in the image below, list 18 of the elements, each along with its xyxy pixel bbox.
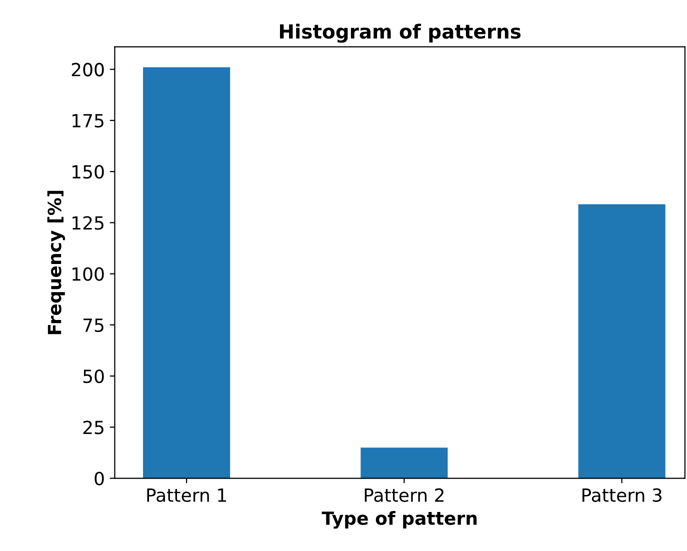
y-tick-label: 125 xyxy=(72,216,104,230)
bar xyxy=(578,204,666,478)
x-axis-title: Type of pattern xyxy=(322,511,477,529)
chart-title: Histogram of patterns xyxy=(280,24,521,43)
x-tick-label: Pattern 3 xyxy=(582,488,662,502)
y-tick-label: 100 xyxy=(72,267,104,281)
y-tick-label: 150 xyxy=(72,165,104,179)
y-tick-label: 175 xyxy=(72,114,104,128)
x-tick-label: Pattern 1 xyxy=(147,488,226,502)
y-axis-title: Frequency [%] xyxy=(47,190,65,334)
y-tick-label: 25 xyxy=(83,420,104,434)
bar xyxy=(360,448,448,478)
y-tick-label: 200 xyxy=(72,62,104,76)
bar xyxy=(143,67,230,478)
x-tick-label: Pattern 2 xyxy=(364,488,444,502)
y-tick-label: 0 xyxy=(94,472,104,486)
y-tick-label: 50 xyxy=(83,369,104,384)
y-tick-label: 75 xyxy=(84,318,104,332)
